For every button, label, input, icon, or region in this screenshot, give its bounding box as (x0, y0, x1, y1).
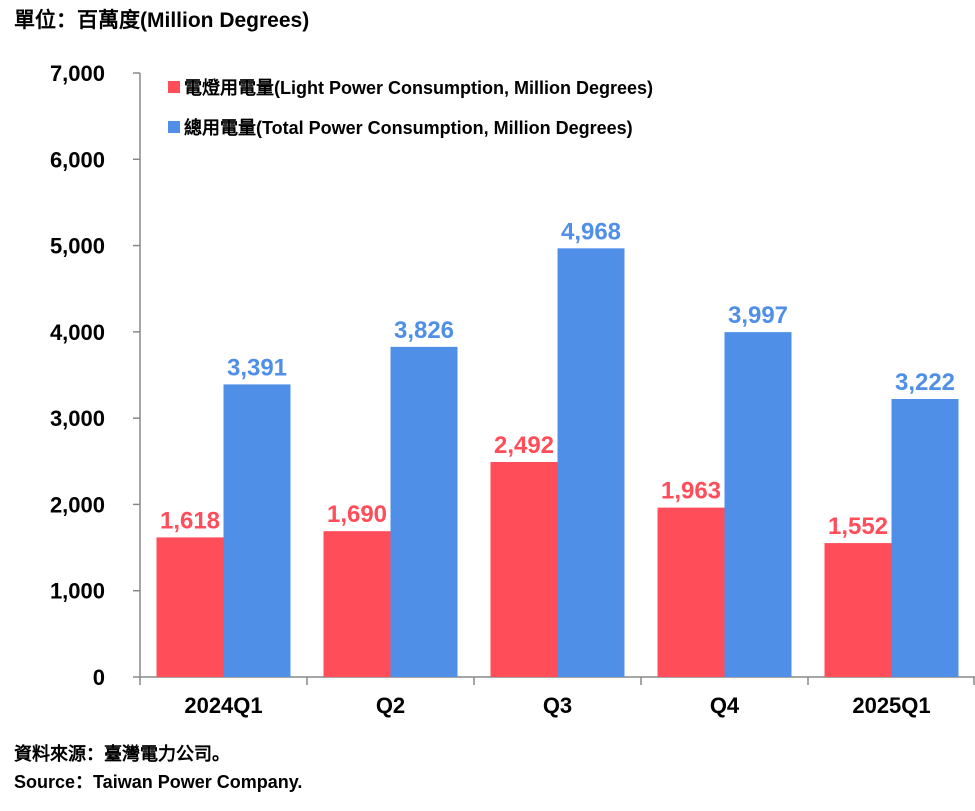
data-label-series-2: 3,826 (394, 317, 454, 344)
data-label-series-1: 1,618 (160, 507, 220, 534)
data-label-series-1: 2,492 (494, 432, 554, 459)
source-chinese: 資料來源：臺灣電力公司。 (14, 744, 230, 764)
bar-series-2 (223, 384, 291, 677)
legend-swatch-1 (168, 81, 180, 93)
bar-series-2 (891, 398, 959, 677)
data-label-series-2: 4,968 (561, 218, 621, 245)
y-tick-label: 3,000 (50, 406, 105, 431)
bar-series-1 (490, 461, 558, 677)
y-tick-label: 6,000 (50, 147, 105, 172)
x-tick-label: Q3 (543, 693, 572, 718)
x-tick-label: Q4 (710, 693, 740, 718)
y-tick-label: 1,000 (50, 579, 105, 604)
bar-series-1 (657, 507, 725, 677)
legend-swatch-2 (168, 121, 180, 133)
x-tick-label: 2024Q1 (184, 693, 262, 718)
bar-series-1 (156, 537, 224, 677)
unit-label: 單位：百萬度(Million Degrees) (14, 9, 310, 32)
y-tick-label: 2,000 (50, 492, 105, 517)
y-tick-label: 0 (93, 665, 105, 690)
y-tick-label: 7,000 (50, 61, 105, 86)
legend-label-1: 電燈用電量(Light Power Consumption, Million D… (184, 77, 653, 98)
x-tick-label: Q2 (376, 693, 405, 718)
x-tick-label: 2025Q1 (852, 693, 930, 718)
y-tick-label: 5,000 (50, 234, 105, 259)
data-label-series-2: 3,222 (895, 369, 955, 396)
data-label-series-1: 1,963 (661, 478, 721, 505)
data-label-series-2: 3,997 (728, 302, 788, 329)
data-label-series-2: 3,391 (227, 354, 287, 381)
legend-label-2: 總用電量(Total Power Consumption, Million De… (184, 117, 633, 138)
data-label-series-1: 1,690 (327, 501, 387, 528)
bar-series-1 (323, 531, 391, 677)
bar-series-2 (390, 346, 458, 677)
data-label-series-1: 1,552 (828, 513, 888, 540)
bar-series-2 (557, 248, 625, 677)
source-english: Source：Taiwan Power Company. (14, 772, 303, 792)
y-tick-label: 4,000 (50, 320, 105, 345)
bar-series-2 (724, 332, 792, 677)
bar-series-1 (824, 543, 892, 677)
